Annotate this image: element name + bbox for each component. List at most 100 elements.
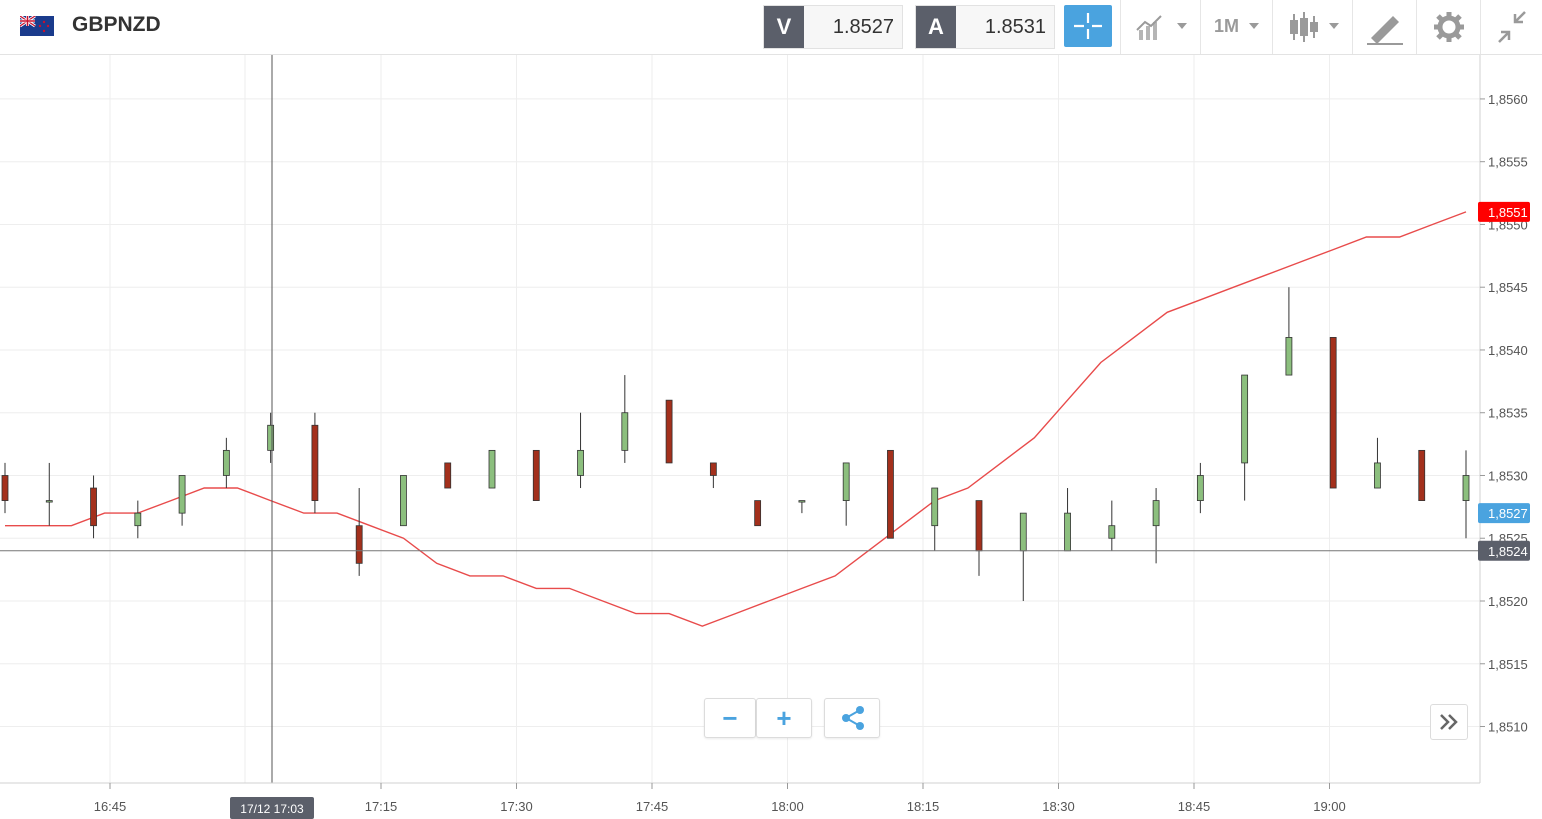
candle-body (1241, 374, 1249, 464)
candle-bearish (1418, 449, 1426, 501)
candle-body (311, 424, 319, 501)
y-axis-ticks: 1,85101,85151,85201,85251,85301,85351,85… (1480, 92, 1528, 735)
candle-bullish (842, 462, 850, 526)
candle-bullish (1374, 437, 1381, 489)
candle-body (178, 475, 186, 514)
candle-bullish (1064, 488, 1071, 552)
price-tags: 1,8551 1,8527 1,8524 17/12 17:03 (230, 201, 1530, 819)
candle-bullish (1108, 500, 1116, 551)
candle-body (1285, 337, 1293, 376)
candle-bullish (1462, 450, 1470, 539)
y-tick-label: 1,8530 (1488, 468, 1528, 483)
collapse-icon (1498, 11, 1526, 43)
candle-bearish (1, 462, 9, 514)
y-tick-label: 1,8560 (1488, 92, 1528, 107)
zoom-in-icon: + (776, 703, 792, 733)
timeframe-button[interactable] (1200, 0, 1273, 54)
x-tick-label: 18:45 (1178, 799, 1211, 814)
candle-bearish (754, 500, 762, 527)
settings-button[interactable] (1416, 0, 1481, 54)
buy-price-button[interactable]: A 1.8531 (915, 5, 1055, 49)
candle-bearish (887, 449, 894, 539)
timeframe-label: 1M (1214, 16, 1240, 36)
scroll-right-button[interactable] (1430, 704, 1468, 740)
instrument-symbol: GBPNZD (72, 13, 161, 36)
candle-body (45, 500, 53, 503)
chart-grid (0, 55, 1480, 783)
candle-bearish (355, 488, 363, 576)
candle-bullish (621, 375, 629, 463)
drawing-tool-icon (1367, 16, 1403, 45)
candle-bearish (975, 500, 983, 576)
candle-style-button[interactable] (1272, 0, 1353, 54)
x-tick-label: 18:15 (907, 799, 940, 814)
candle-bullish (134, 500, 142, 539)
crosshair-time-label: 17/12 17:03 (240, 802, 304, 816)
candle-bullish (931, 487, 939, 551)
sell-price-button[interactable]: V 1.8527 (763, 5, 903, 49)
crosshair-time-tag: 17/12 17:03 (230, 797, 314, 819)
candle-bullish (1152, 488, 1160, 564)
chevron-down-icon (1249, 23, 1259, 29)
crosshair-icon (1074, 13, 1102, 39)
current-price-tag-background (1478, 201, 1530, 222)
x-tick-label: 17:15 (365, 799, 398, 814)
buy-price: 1.8531 (984, 16, 1046, 38)
candle-body (532, 449, 540, 501)
drawing-tool-button[interactable] (1352, 0, 1417, 54)
y-tick-label: 1,8535 (1488, 406, 1528, 421)
x-tick-label: 18:00 (771, 799, 804, 814)
candle-body (134, 512, 142, 527)
candle-body (1418, 449, 1426, 501)
candle-bullish (577, 412, 584, 489)
share-icon (842, 706, 864, 730)
x-tick-label: 17:45 (636, 799, 669, 814)
collapse-button[interactable] (1480, 0, 1542, 54)
candle-bearish (665, 399, 673, 464)
candle-bullish (45, 462, 53, 526)
candle-bearish (311, 412, 319, 514)
candle-body (444, 462, 452, 489)
candle-body (577, 449, 584, 476)
candle-body (1374, 462, 1381, 489)
moving-average (5, 211, 1467, 627)
sell-price-tag-label: 1,8527 (1488, 506, 1528, 521)
candle-bullish (222, 437, 230, 489)
y-tick-label: 1,8520 (1488, 594, 1528, 609)
candle-bullish (178, 475, 186, 526)
candlestick-icon (1290, 12, 1339, 42)
crosshair-time-background (230, 797, 314, 819)
x-tick-label: 16:45 (94, 799, 127, 814)
crosshair-price-tag: 1,8524 (1478, 540, 1530, 561)
zoom-out-button[interactable]: − (704, 698, 756, 738)
scroll-right-icon (1440, 714, 1458, 730)
candle-bearish (444, 462, 452, 489)
candle-body (267, 424, 275, 451)
y-tick-label: 1,8555 (1488, 155, 1528, 170)
crosshair-button[interactable] (1064, 5, 1112, 47)
candle-bearish (1329, 337, 1337, 489)
candle-bullish (400, 475, 407, 527)
candle-body (488, 449, 496, 489)
candle-body (842, 462, 850, 501)
share-button[interactable] (824, 698, 880, 738)
candle-body (798, 500, 806, 503)
candle-body (665, 399, 673, 464)
y-tick-label: 1,8510 (1488, 720, 1528, 735)
candle-body (709, 462, 717, 476)
candle-body (975, 500, 983, 552)
candle-body (754, 500, 762, 527)
candle-bullish (1241, 374, 1249, 501)
candle-bullish (1196, 462, 1204, 514)
sell-price: 1.8527 (832, 16, 894, 38)
candle-body (1108, 525, 1116, 539)
sell-price-tag-background (1478, 503, 1530, 524)
current-price-tag: 1,8551 (1478, 201, 1530, 222)
chart-type-button[interactable] (1120, 0, 1201, 54)
uk-flag-icon (20, 16, 54, 36)
candle-body (931, 487, 939, 527)
candle-body (90, 487, 97, 527)
x-tick-label: 17:30 (500, 799, 533, 814)
price-chart[interactable]: 1,85101,85151,85201,85251,85301,85351,85… (0, 55, 1542, 819)
zoom-in-button[interactable]: + (756, 698, 812, 738)
